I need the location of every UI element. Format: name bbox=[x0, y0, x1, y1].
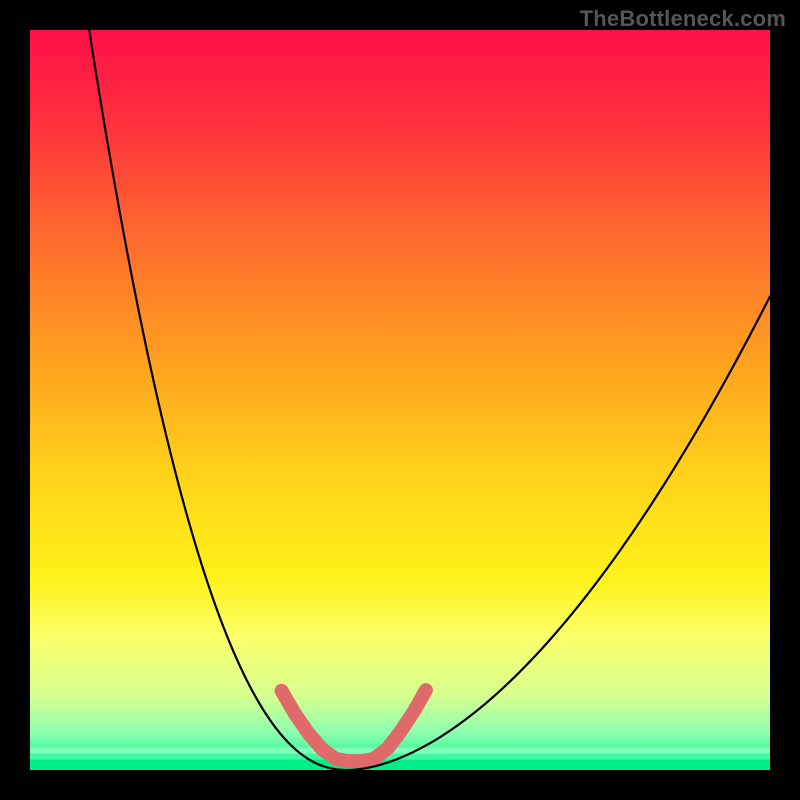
bottleneck-chart bbox=[0, 0, 800, 800]
figure-root: TheBottleneck.com bbox=[0, 0, 800, 800]
plot-background bbox=[30, 30, 770, 770]
green-floor-band bbox=[30, 760, 770, 770]
green-floor-band bbox=[30, 748, 770, 754]
